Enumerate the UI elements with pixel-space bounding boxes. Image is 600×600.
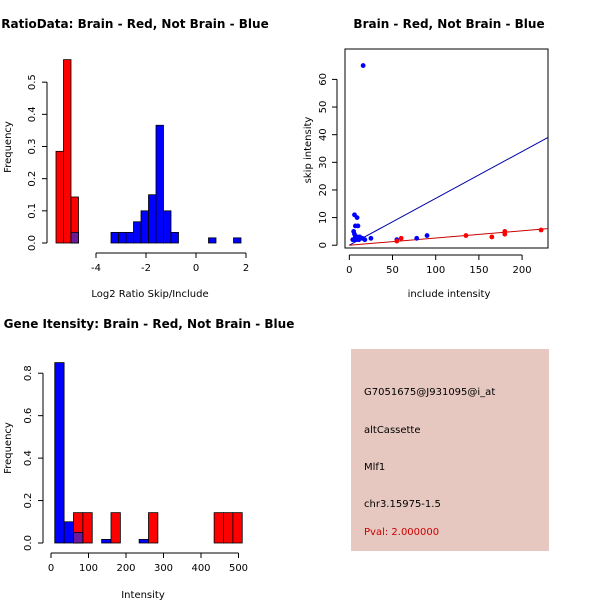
ratio-bar-1-2 <box>118 231 127 244</box>
scatter-points <box>350 63 544 244</box>
ratio-overlap-bar-2 <box>70 231 79 244</box>
ratio-bar-1-6 <box>148 194 157 244</box>
scatter-y-tick-label-3: 30 <box>318 156 329 169</box>
intensity-bar-1-3 <box>148 512 159 544</box>
intensity-xlabel: Intensity <box>121 590 165 600</box>
intensity-y-tick-label-4: 0.8 <box>23 365 34 381</box>
scatter-point-1-2 <box>463 233 469 238</box>
ratio-x-tick-label-2: 0 <box>193 263 199 274</box>
scatter-point-0-18 <box>414 235 420 241</box>
scatter-point-1-1 <box>398 235 404 241</box>
scatter-y-tick-label-2: 20 <box>318 184 329 197</box>
ratio-title: RatioData: Brain - Red, Not Brain - Blue <box>1 17 268 31</box>
scatter-point-0-15 <box>362 237 368 243</box>
intensity-x-tick-label-5: 500 <box>229 563 248 574</box>
ratio-bar-1-11 <box>233 237 242 244</box>
scatter-point-1-5 <box>502 229 508 234</box>
intensity-x-tick-label-2: 200 <box>116 563 135 574</box>
intensity-ylabel: Frequency <box>3 422 14 474</box>
ratio-bar-1-8 <box>163 210 172 244</box>
ratio-ylabel: Frequency <box>3 121 14 173</box>
ratio-bar-0-1 <box>63 59 72 244</box>
scatter-point-0-0 <box>360 63 366 68</box>
intensity-bar-1-1 <box>82 512 93 544</box>
intensity-x-tick-label-4: 400 <box>191 563 210 574</box>
intensity-y-tick-label-3: 0.6 <box>23 408 34 424</box>
scatter-y-tick-label-6: 60 <box>318 73 329 86</box>
intensity-x-tick-label-0: 0 <box>48 563 54 574</box>
intensity-bars <box>54 362 243 544</box>
ratio-bars <box>55 59 242 244</box>
intensity-bar-0-4 <box>138 538 149 544</box>
scatter-frame <box>344 48 549 249</box>
intensity-y-tick-label-0: 0.0 <box>23 535 34 551</box>
scatter-point-0-4 <box>355 223 361 229</box>
scatter-point-0-19 <box>424 233 430 238</box>
scatter-x-tick-label-2: 100 <box>426 265 445 276</box>
scatter-point-0-16 <box>368 235 374 241</box>
ratio-y-tick-label-5: 0.5 <box>27 74 38 90</box>
ratio-y-tick-label-2: 0.2 <box>27 171 38 187</box>
scatter-ylabel: skip intensity <box>303 117 314 184</box>
scatter-point-1-0 <box>394 238 400 244</box>
intensity-bar-1-4 <box>213 512 224 544</box>
ratio-bar-1-7 <box>155 124 164 244</box>
ratio-x-tick-label-1: -2 <box>141 263 151 274</box>
intensity-axes: 0 100 200 300 400 500 0.0 0.2 0.4 0.6 0.8 <box>23 365 248 574</box>
ratio-y-tick-label-0: 0.0 <box>27 235 38 251</box>
scatter-xlabel: include intensity <box>408 289 491 300</box>
scatter-point-1-6 <box>538 227 544 233</box>
ratio-bar-1-10 <box>208 237 217 244</box>
scatter-y-tick-label-4: 40 <box>318 128 329 141</box>
scatter-x-tick-label-4: 200 <box>513 265 532 276</box>
genomic-location: chr3.15975-1.5 <box>364 499 441 510</box>
scatter-x-tick-label-0: 0 <box>346 265 352 276</box>
intensity-title: Gene Itensity: Brain - Red, Not Brain - … <box>4 317 295 331</box>
ratio-xlabel: Log2 Ratio Skip/Include <box>91 289 208 300</box>
ratio-bar-1-5 <box>140 210 149 244</box>
ratio-bar-1-9 <box>170 231 179 244</box>
ratio-bar-1-3 <box>125 231 134 244</box>
ratio-x-tick-label-3: 2 <box>243 263 249 274</box>
scatter-y-tick-label-1: 10 <box>318 211 329 224</box>
scatter-x-tick-label-3: 150 <box>469 265 488 276</box>
scatter-fit-line-1 <box>349 228 549 246</box>
ratio-bar-1-1 <box>110 231 119 244</box>
ratio-axes: -4 -2 0 2 0.0 0.1 0.2 0.3 0.4 0.5 <box>27 74 249 274</box>
intensity-bar-0-3 <box>101 538 112 544</box>
pval-text: Pval: 2.000000 <box>364 527 440 538</box>
scatter-fit-line-0 <box>349 137 549 246</box>
intensity-y-tick-label-1: 0.2 <box>23 493 34 509</box>
scatter-point-0-2 <box>354 215 360 220</box>
scatter-x-tick-label-1: 50 <box>386 265 399 276</box>
scatter-title: Brain - Red, Not Brain - Blue <box>353 17 544 31</box>
ratio-y-tick-label-4: 0.4 <box>27 106 38 122</box>
info-panel: G7051675@J931095@i_at altCassette Mlf1 c… <box>351 349 549 551</box>
ratio-bar-0-0 <box>55 150 64 244</box>
ratio-y-tick-label-3: 0.3 <box>27 139 38 155</box>
intensity-y-tick-label-2: 0.4 <box>23 450 34 466</box>
scatter-y-tick-label-0: 0 <box>318 242 329 248</box>
intensity-overlap-bar-2 <box>73 531 84 544</box>
probe-id: G7051675@J931095@i_at <box>364 387 496 398</box>
scatter-y-tick-label-5: 50 <box>318 101 329 114</box>
intensity-x-tick-label-1: 100 <box>79 563 98 574</box>
intensity-bar-0-0 <box>54 362 65 544</box>
intensity-bar-0-1 <box>63 521 74 544</box>
ratio-bar-1-4 <box>133 221 142 244</box>
intensity-x-tick-label-3: 300 <box>154 563 173 574</box>
intensity-bar-1-6 <box>232 512 243 544</box>
intensity-bar-1-5 <box>223 512 234 544</box>
event-type: altCassette <box>364 425 421 436</box>
scatter-point-1-3 <box>489 234 495 240</box>
ratio-x-tick-label-0: -4 <box>91 263 101 274</box>
gene-name: Mlf1 <box>364 462 386 473</box>
scatter-axes: 0 50 100 150 200 0 10 20 30 40 50 60 <box>318 73 532 276</box>
scatter-fit-lines <box>349 137 549 246</box>
ratio-y-tick-label-1: 0.1 <box>27 203 38 219</box>
intensity-bar-1-2 <box>110 512 121 544</box>
